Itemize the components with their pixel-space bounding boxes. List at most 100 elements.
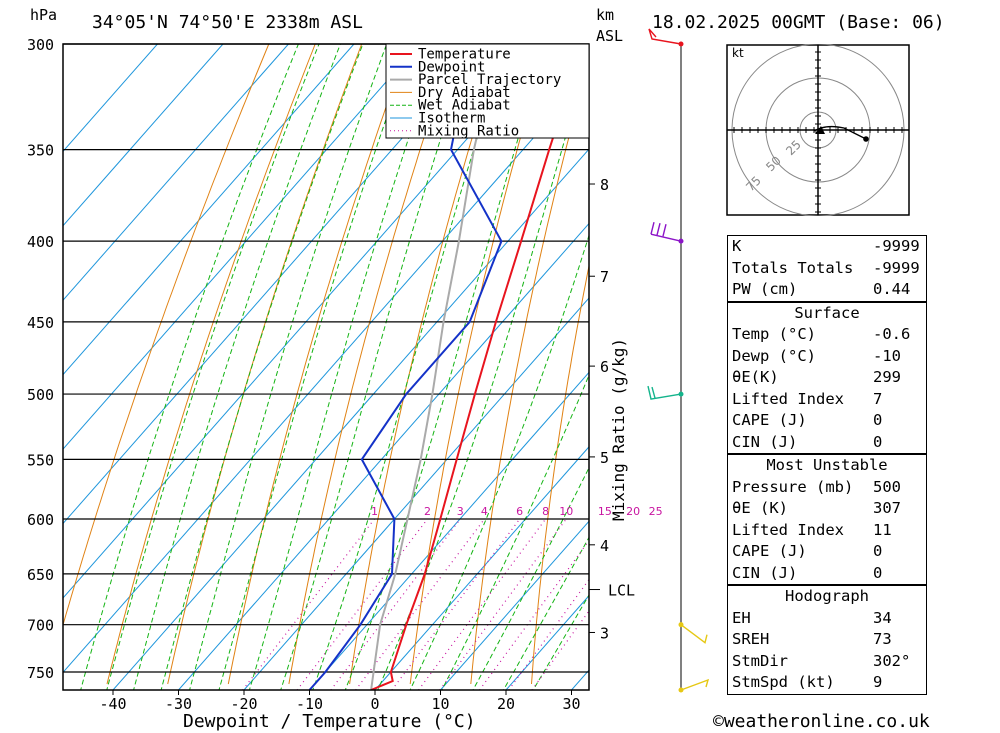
pressure-tick-label: 350	[27, 142, 54, 160]
index-row: Lifted Index 11	[728, 520, 926, 542]
index-row: EH 34	[728, 608, 926, 630]
index-row: CIN (J) 0	[728, 432, 926, 454]
isotherm-line	[63, 44, 289, 301]
mixing-ratio-line	[355, 518, 485, 690]
index-key: Lifted Index	[732, 520, 844, 539]
index-value: 0	[873, 432, 883, 451]
x-axis-label: Dewpoint / Temperature (°C)	[183, 711, 476, 732]
index-value: 11	[873, 520, 892, 539]
isotherm-line	[440, 520, 589, 690]
index-row: PW (cm) 0.44	[728, 279, 926, 301]
index-value: -9999	[873, 237, 920, 255]
index-value: 299	[873, 368, 901, 386]
mixing-ratio-line	[330, 518, 461, 690]
hodograph-indices-box: Hodograph EH 34 SREH 73 StmDir 302° StmSpd (kt…	[727, 585, 927, 695]
mixing-ratio-label: 6	[516, 505, 523, 518]
mixing-ratio-label: 20	[626, 505, 640, 518]
index-row: Totals Totals -9999	[728, 258, 926, 280]
mixing-ratio-label: 4	[481, 505, 488, 518]
index-row: Lifted Index 7	[728, 389, 926, 411]
dry-adiabat-line	[288, 44, 456, 685]
temperature-tick-label: 0	[370, 695, 379, 713]
wet-adiabat-line	[189, 44, 388, 690]
wet-adiabat-line	[532, 594, 589, 690]
dry-adiabat-line	[349, 44, 502, 685]
index-value: 500	[873, 477, 901, 496]
legend-label: Temperature	[418, 47, 511, 63]
isotherm-line	[63, 44, 486, 525]
dry-adiabat-line	[995, 44, 1000, 684]
wet-adiabat-line	[248, 44, 441, 690]
index-row: CIN (J) 0	[728, 563, 926, 585]
index-row: θE(K) 299	[728, 367, 926, 389]
index-key: Totals Totals	[732, 258, 854, 277]
lcl-label: LCL	[608, 582, 635, 600]
index-value: -9999	[873, 258, 920, 277]
temperature-tick-label: -20	[230, 695, 257, 713]
index-row: SREH 73	[728, 629, 926, 651]
index-value: 0	[873, 563, 883, 582]
mixing-ratio-line	[296, 518, 428, 690]
isotherm-line	[63, 44, 551, 599]
hpa-label: hPa	[30, 6, 58, 24]
index-key: StmSpd (kt)	[732, 673, 835, 691]
mixing-ratio-label: 25	[649, 505, 663, 518]
dry-adiabat-line	[227, 44, 409, 685]
mixing-ratio-label: 3	[457, 505, 464, 518]
index-value: 73	[873, 630, 892, 648]
mixing-ratio-line	[508, 578, 589, 690]
km-label: km	[596, 6, 615, 24]
index-value: 302°	[873, 651, 911, 670]
km-tick-label: 6	[600, 358, 609, 376]
index-row: Pressure (mb) 500	[728, 477, 926, 499]
asl-label: ASL	[596, 27, 624, 45]
temperature-line	[370, 44, 585, 690]
km-axis: 3 4 5 6 7 8 LCL	[589, 176, 635, 642]
index-key: θE(K)	[732, 368, 779, 386]
isotherm-line	[63, 44, 420, 450]
index-key: StmDir	[732, 651, 788, 670]
plot-frame	[62, 43, 590, 691]
dewpoint-line	[308, 44, 503, 690]
index-key: θE (K)	[732, 499, 788, 517]
wet-adiabat-line	[106, 44, 320, 690]
temperature-tick-label: 20	[497, 695, 515, 713]
index-value: 0	[873, 411, 883, 429]
wind-barb	[680, 678, 710, 691]
pressure-tick-label: 300	[27, 36, 54, 54]
indices-panel: K -9999 Totals Totals -9999 PW (cm) 0.44 Surf…	[727, 235, 927, 695]
isotherm-line	[112, 148, 589, 690]
date-title: 18.02.2025 00GMT (Base: 06)	[652, 12, 945, 33]
index-row: CAPE (J) 0	[728, 410, 926, 432]
mixing-ratio-line	[242, 518, 375, 690]
general-indices-box: K -9999 Totals Totals -9999 PW (cm) 0.44	[727, 235, 927, 302]
most-unstable-title: Most Unstable	[766, 456, 888, 474]
km-tick-label: 7	[600, 268, 609, 286]
hodograph-trace	[813, 125, 867, 140]
dry-adiabat-line	[531, 263, 589, 685]
index-key: PW (cm)	[732, 280, 798, 298]
legend-label: Wet Adiabat	[418, 98, 511, 114]
surface-box: Surface Temp (°C) -0.6 Dewp (°C) -10 θE(K) 29…	[727, 301, 927, 454]
index-key: Pressure (mb)	[732, 477, 854, 496]
legend-label: Mixing Ratio	[418, 123, 519, 139]
dry-adiabat-line	[167, 44, 363, 685]
index-key: Dewp (°C)	[732, 346, 816, 365]
background-lines	[63, 44, 1000, 690]
index-row: CAPE (J) 0	[728, 541, 926, 563]
index-value: -10	[873, 346, 901, 365]
isotherm-line	[63, 73, 589, 674]
index-row: Temp (°C) -0.6	[728, 324, 926, 346]
pressure-tick-label: 700	[27, 617, 54, 635]
wet-adiabat-line	[80, 44, 299, 690]
mixing-ratio-line	[479, 539, 589, 690]
km-tick-label: 3	[600, 624, 609, 642]
pressure-tick-label: 750	[27, 664, 54, 682]
pressure-tick-label: 500	[27, 386, 54, 404]
index-value: 0	[873, 542, 883, 560]
index-value: 307	[873, 499, 901, 517]
wind-barb	[680, 624, 708, 644]
wet-adiabat-line	[502, 536, 589, 690]
